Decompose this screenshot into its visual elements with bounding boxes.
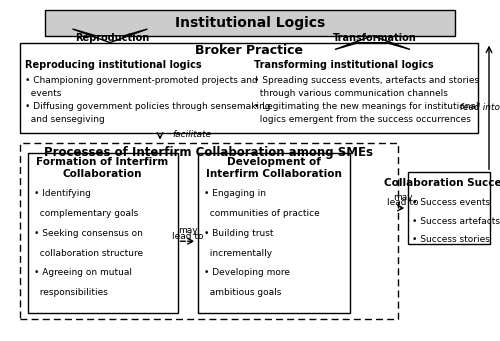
Text: lead to: lead to: [172, 232, 203, 240]
Text: Reproducing institutional logics: Reproducing institutional logics: [25, 60, 202, 70]
Text: lead to: lead to: [386, 198, 418, 207]
Text: Collaboration Success: Collaboration Success: [384, 178, 500, 189]
Text: and sensegiving: and sensegiving: [25, 115, 105, 123]
Bar: [20, 43, 477, 133]
Text: • Engaging in: • Engaging in: [204, 189, 266, 198]
Text: Processes of Interfirm Collaboration among SMEs: Processes of Interfirm Collaboration amo…: [44, 146, 373, 159]
Text: through various communication channels: through various communication channels: [254, 89, 448, 98]
Text: events: events: [25, 89, 62, 98]
Bar: [28, 153, 178, 313]
Bar: [198, 153, 350, 313]
Text: Broker Practice: Broker Practice: [195, 44, 303, 57]
Text: • Agreeing on mutual: • Agreeing on mutual: [34, 268, 132, 277]
Text: collaboration structure: collaboration structure: [34, 249, 142, 257]
Text: incrementally: incrementally: [204, 249, 272, 257]
Text: Development of
Interfirm Collaboration: Development of Interfirm Collaboration: [206, 157, 342, 179]
Text: logics emergent from the success occurrences: logics emergent from the success occurre…: [254, 115, 470, 123]
Polygon shape: [72, 29, 148, 43]
Text: feed into: feed into: [460, 103, 500, 112]
Text: • Spreading success events, artefacts and stories: • Spreading success events, artefacts an…: [254, 76, 479, 85]
Bar: [20, 143, 398, 319]
Polygon shape: [335, 36, 410, 49]
Text: communities of practice: communities of practice: [204, 209, 320, 218]
Text: Formation of Interfirm
Collaboration: Formation of Interfirm Collaboration: [36, 157, 168, 179]
Text: • Diffusing government policies through sensemaking: • Diffusing government policies through …: [25, 102, 270, 110]
Text: facilitate: facilitate: [172, 130, 212, 138]
Text: • Seeking consensus on: • Seeking consensus on: [34, 229, 142, 238]
Bar: [45, 10, 455, 36]
Text: may: may: [178, 226, 198, 235]
Text: • Identifying: • Identifying: [34, 189, 90, 198]
Text: • Success artefacts: • Success artefacts: [412, 217, 500, 225]
Bar: [408, 172, 490, 244]
Text: • Championing government-promoted projects and: • Championing government-promoted projec…: [25, 76, 258, 85]
Text: Transforming institutional logics: Transforming institutional logics: [254, 60, 434, 70]
Text: • Legitimating the new meanings for institutional: • Legitimating the new meanings for inst…: [254, 102, 478, 110]
Text: complementary goals: complementary goals: [34, 209, 138, 218]
Text: Institutional Logics: Institutional Logics: [175, 16, 325, 30]
Text: may: may: [392, 193, 412, 202]
Text: Reproduction: Reproduction: [76, 32, 150, 43]
Text: responsibilities: responsibilities: [34, 288, 108, 297]
Text: Transformation: Transformation: [333, 33, 417, 43]
Text: • Success events: • Success events: [412, 198, 490, 207]
Text: • Building trust: • Building trust: [204, 229, 273, 238]
Text: • Developing more: • Developing more: [204, 268, 290, 277]
Text: ambitious goals: ambitious goals: [204, 288, 281, 297]
Text: • Success stories: • Success stories: [412, 235, 490, 244]
